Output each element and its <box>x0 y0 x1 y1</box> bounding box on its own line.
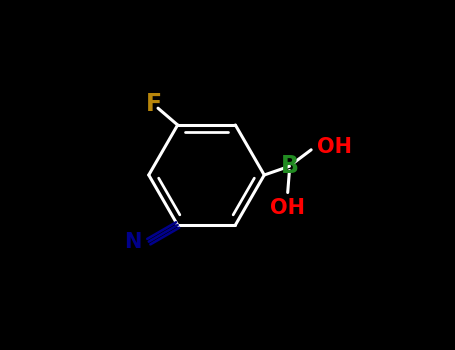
Text: OH: OH <box>318 137 353 157</box>
Text: N: N <box>125 232 142 252</box>
Text: F: F <box>146 92 162 116</box>
Text: OH: OH <box>270 198 305 218</box>
Text: B: B <box>280 154 298 178</box>
